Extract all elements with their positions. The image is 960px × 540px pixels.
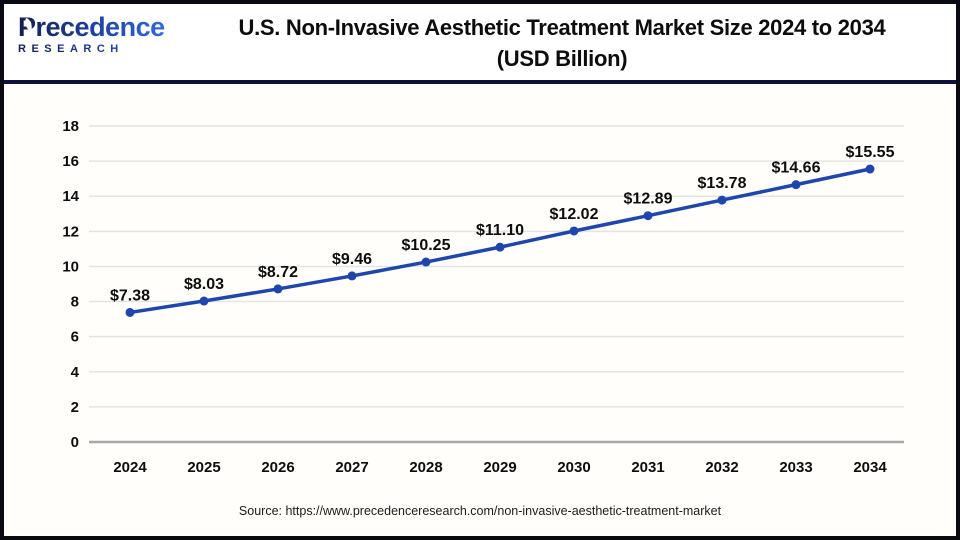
title-line-2: (USD Billion): [496, 46, 628, 71]
data-point: [717, 195, 727, 205]
data-point-label: $12.02: [550, 206, 599, 223]
data-point: [125, 307, 135, 317]
y-tick-label: 4: [71, 364, 80, 381]
data-point-label: $12.89: [624, 191, 673, 208]
y-tick-label: 18: [62, 118, 79, 135]
source-row: Source: https://www.precedenceresearch.c…: [4, 490, 956, 536]
data-point-label: $15.55: [846, 144, 895, 161]
y-tick-label: 16: [62, 153, 79, 170]
y-tick-label: 14: [62, 188, 79, 205]
data-point-label: $7.38: [110, 287, 150, 304]
x-tick-label: 2032: [705, 459, 738, 476]
x-tick-label: 2029: [483, 459, 516, 476]
logo-sub-text: RESEARCH: [18, 44, 183, 55]
data-point-label: $9.46: [332, 251, 372, 268]
data-point-label: $14.66: [772, 160, 821, 177]
title-line-1: U.S. Non-Invasive Aesthetic Treatment Ma…: [238, 15, 886, 40]
x-tick-label: 2026: [261, 459, 294, 476]
x-tick-label: 2034: [853, 459, 887, 476]
data-point-label: $10.25: [402, 237, 451, 254]
y-tick-label: 8: [71, 294, 79, 311]
y-tick-label: 10: [62, 258, 79, 275]
x-tick-label: 2027: [335, 459, 368, 476]
data-point-label: $11.10: [476, 222, 524, 239]
header: Precedence RESEARCH U.S. Non-Invasive Ae…: [4, 4, 956, 80]
y-tick-label: 6: [71, 329, 79, 346]
logo-brand-text: Precedence: [18, 12, 165, 42]
y-tick-label: 12: [62, 223, 79, 240]
data-point: [273, 284, 283, 294]
y-tick-label: 0: [71, 434, 79, 451]
data-point: [199, 296, 209, 306]
data-point: [421, 257, 431, 267]
data-point: [347, 271, 357, 281]
x-tick-label: 2024: [113, 459, 147, 476]
data-point: [569, 226, 579, 236]
data-point-label: $8.03: [184, 276, 224, 293]
data-point: [643, 211, 653, 221]
x-tick-label: 2028: [409, 459, 442, 476]
x-tick-label: 2031: [631, 459, 664, 476]
precedence-research-logo: Precedence RESEARCH: [18, 14, 183, 55]
page-title: U.S. Non-Invasive Aesthetic Treatment Ma…: [176, 4, 948, 74]
data-point-label: $13.78: [698, 175, 747, 192]
header-divider: [4, 80, 956, 84]
source-text: Source: https://www.precedenceresearch.c…: [238, 504, 722, 518]
data-point: [495, 242, 505, 252]
y-tick-label: 2: [71, 399, 79, 416]
data-point: [791, 180, 801, 190]
chart-area: 0 2 4 6 8 10 12 14 16 18 $7.38 2024 $8.03 2025 $8.72 20…: [4, 84, 956, 490]
x-tick-label: 2025: [187, 459, 220, 476]
x-tick-label: 2033: [779, 459, 812, 476]
data-point: [865, 164, 875, 174]
trend-line: [128, 167, 872, 315]
data-point-label: $8.72: [258, 264, 298, 281]
market-size-line-chart: 0 2 4 6 8 10 12 14 16 18 $7.38 2024 $8.03 2025 $8.72 20…: [62, 118, 904, 476]
x-tick-label: 2030: [557, 459, 590, 476]
